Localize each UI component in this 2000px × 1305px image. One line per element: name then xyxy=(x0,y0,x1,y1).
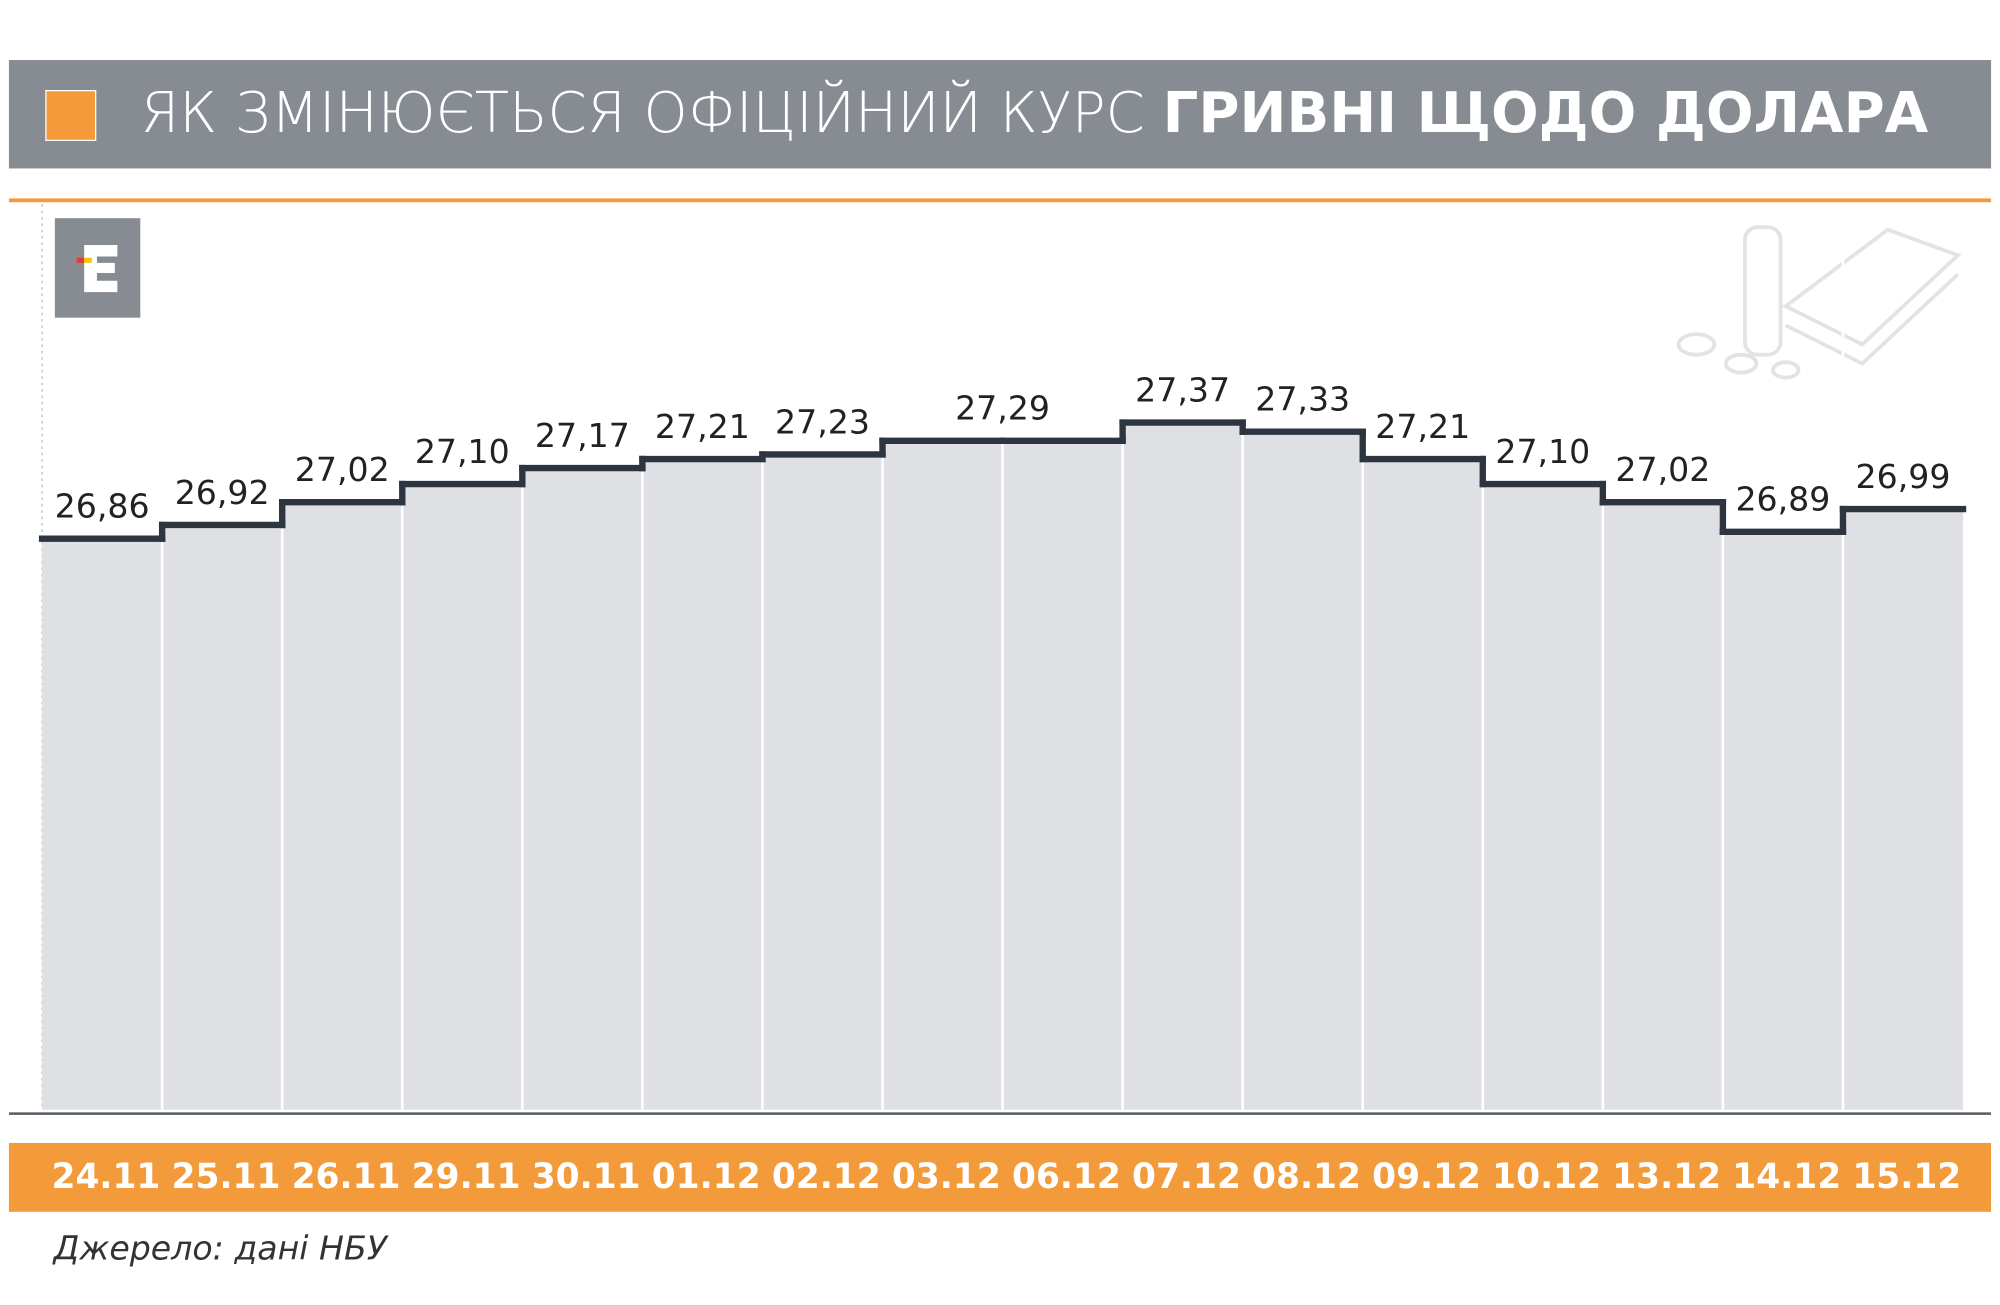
value-label: 27,21 xyxy=(655,407,750,446)
chart-title: ЯК ЗМІНЮЄТЬСЯ ОФІЦІЙНИЙ КУРС ГРИВНІ ЩОДО … xyxy=(140,78,1928,146)
area-band xyxy=(882,440,1003,1110)
category-bar xyxy=(8,1142,1992,1212)
area-band xyxy=(1122,422,1243,1110)
value-label: 26,92 xyxy=(175,473,270,512)
area-band xyxy=(1722,531,1843,1110)
x-tick-label: 09.12 xyxy=(1372,1157,1481,1197)
value-label: 27,10 xyxy=(415,432,510,471)
x-tick-label: 02.12 xyxy=(772,1157,881,1197)
value-label: 27,02 xyxy=(1615,450,1710,489)
area-band xyxy=(642,459,763,1110)
x-tick-label: 01.12 xyxy=(652,1157,761,1197)
x-tick-label: 13.12 xyxy=(1612,1157,1721,1197)
logo xyxy=(54,218,141,318)
value-label: 26,89 xyxy=(1735,480,1830,519)
value-label: 27,10 xyxy=(1495,432,1590,471)
x-tick-label: 15.12 xyxy=(1852,1157,1961,1197)
area-band xyxy=(1002,440,1123,1110)
x-tick-label: 30.11 xyxy=(532,1157,641,1197)
money-icon xyxy=(1676,225,1962,380)
logo-accent xyxy=(76,257,85,263)
header-square xyxy=(45,90,97,142)
area-band xyxy=(42,538,163,1110)
logo-e xyxy=(84,244,118,293)
header-bar xyxy=(8,60,1992,169)
title-bold: ГРИВНІ ЩОДО ДОЛАРА xyxy=(1163,81,1929,146)
x-tick-label: 03.12 xyxy=(892,1157,1001,1197)
value-label: 27,17 xyxy=(535,416,630,455)
area-band xyxy=(522,468,643,1110)
x-tick-label: 06.12 xyxy=(1012,1157,1121,1197)
value-label: 27,33 xyxy=(1255,380,1350,419)
x-tick-label: 08.12 xyxy=(1252,1157,1361,1197)
area-band xyxy=(1602,502,1723,1110)
value-label: 27,02 xyxy=(295,450,390,489)
value-label: 27,21 xyxy=(1375,407,1470,446)
area-band xyxy=(402,484,523,1110)
area-band xyxy=(762,454,883,1110)
value-label: 26,86 xyxy=(55,487,150,526)
source: Джерело: дані НБУ xyxy=(52,1229,389,1268)
x-tick-label: 25.11 xyxy=(172,1157,281,1197)
area-band xyxy=(1242,431,1363,1110)
x-tick-label: 26.11 xyxy=(292,1157,401,1197)
x-tick-label: 14.12 xyxy=(1732,1157,1841,1197)
value-label: 27,37 xyxy=(1135,370,1230,409)
area-band xyxy=(1482,484,1603,1110)
value-label: 27,29 xyxy=(955,389,1050,428)
area-band xyxy=(1362,459,1483,1110)
value-label: 26,99 xyxy=(1856,457,1951,496)
x-tick-label: 07.12 xyxy=(1132,1157,1241,1197)
area-band xyxy=(282,502,403,1110)
title-light: ЯК ЗМІНЮЄТЬСЯ ОФІЦІЙНИЙ КУРС xyxy=(140,78,1144,146)
logo-accent xyxy=(84,257,92,263)
x-tick-label: 10.12 xyxy=(1492,1157,1601,1197)
area-band xyxy=(162,524,283,1110)
area-band xyxy=(1842,509,1964,1110)
x-tick-label: 29.11 xyxy=(412,1157,521,1197)
value-label: 27,23 xyxy=(775,402,870,441)
x-tick-label: 24.11 xyxy=(52,1157,161,1197)
